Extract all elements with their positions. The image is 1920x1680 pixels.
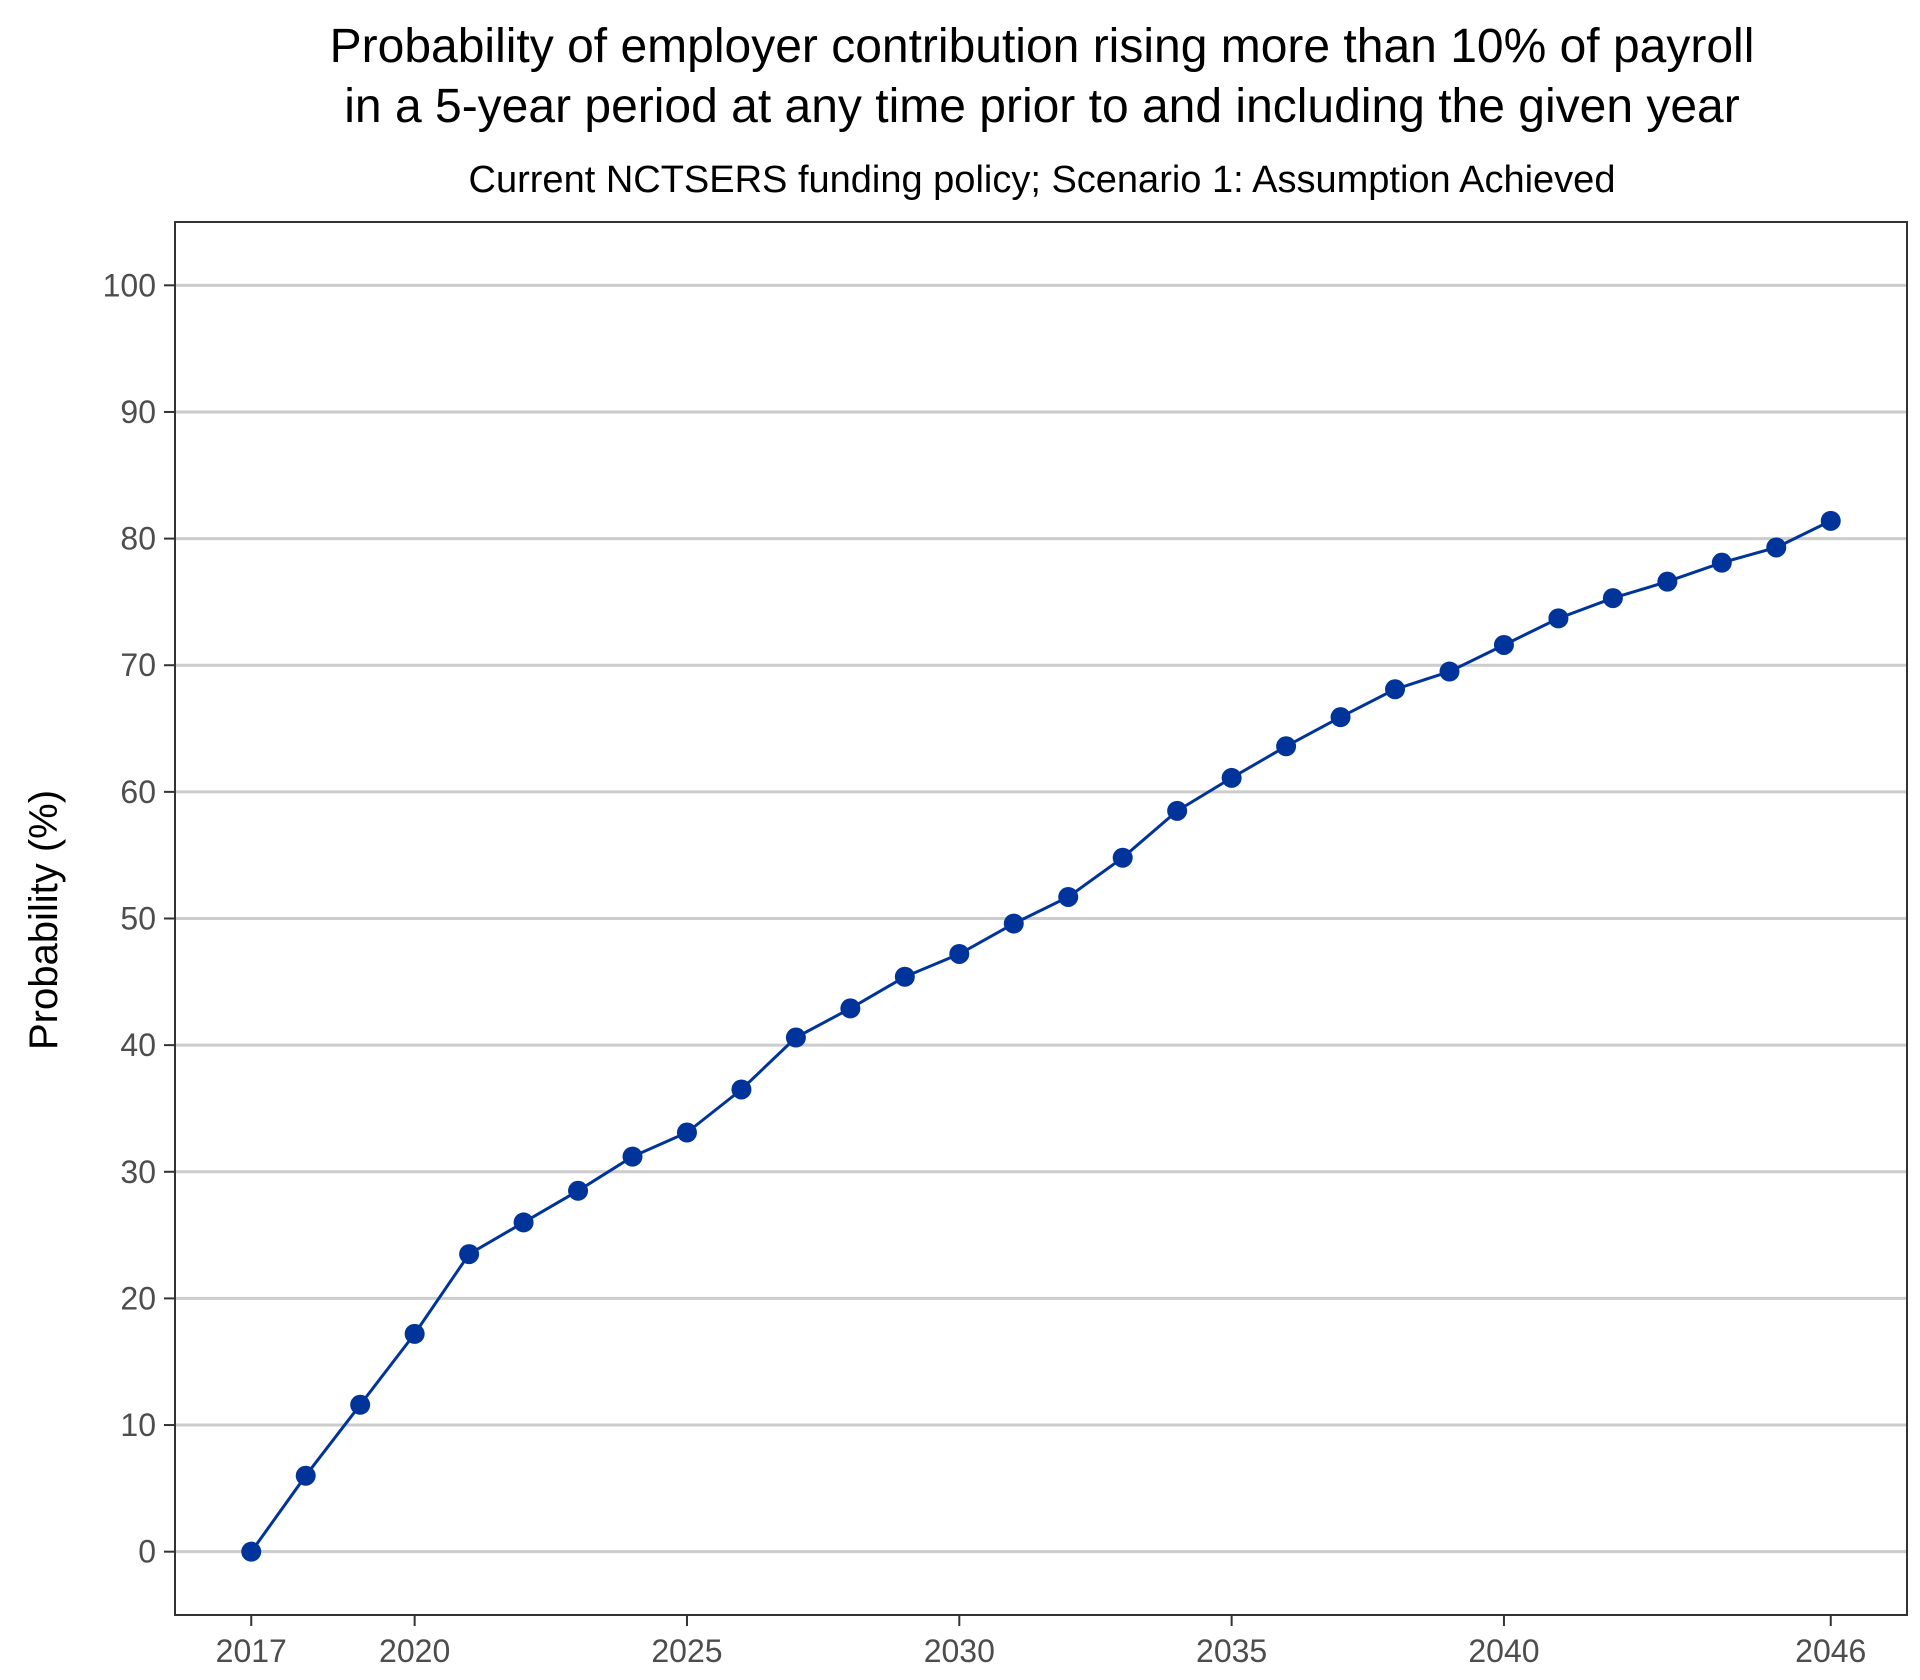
x-tick-labels: 2017 2020 2025 2030 2035 2040 2046 xyxy=(216,1633,1867,1669)
data-point xyxy=(622,1146,643,1167)
y-tick-label: 80 xyxy=(120,521,156,557)
data-point xyxy=(404,1323,425,1344)
data-point xyxy=(1221,767,1242,788)
x-tick-label: 2017 xyxy=(216,1633,287,1669)
data-point xyxy=(1167,800,1188,821)
x-tick-label: 2040 xyxy=(1468,1633,1539,1669)
series-line-path xyxy=(250,519,1832,1553)
y-tick-label: 50 xyxy=(120,901,156,937)
data-point xyxy=(1711,552,1732,573)
grid-lines xyxy=(164,283,1907,1626)
y-axis-title: Probability (%) xyxy=(22,790,66,1050)
data-point xyxy=(949,943,970,964)
chart-subtitle: Current NCTSERS funding policy; Scenario… xyxy=(469,159,1616,201)
y-tick-label: 40 xyxy=(120,1027,156,1063)
y-tick-label: 20 xyxy=(120,1280,156,1316)
y-tick-label: 0 xyxy=(138,1534,156,1570)
x-tick-label: 2030 xyxy=(924,1633,995,1669)
data-point xyxy=(840,998,861,1019)
data-point xyxy=(350,1394,371,1415)
data-point xyxy=(1276,736,1297,757)
data-point xyxy=(1385,679,1406,700)
x-tick-label: 2020 xyxy=(379,1633,450,1669)
y-tick-label: 10 xyxy=(120,1407,156,1443)
data-point xyxy=(1112,847,1133,868)
data-point xyxy=(1058,886,1079,907)
x-tick-label: 2035 xyxy=(1196,1633,1267,1669)
data-point xyxy=(1820,510,1841,531)
data-point xyxy=(785,1027,806,1048)
x-tick-label: 2025 xyxy=(651,1633,722,1669)
data-point xyxy=(1003,913,1024,934)
data-point xyxy=(1766,537,1787,558)
data-point xyxy=(1657,571,1678,592)
y-tick-label: 70 xyxy=(120,647,156,683)
plot-frame xyxy=(174,221,1908,1616)
data-point xyxy=(513,1212,534,1233)
data-point xyxy=(731,1079,752,1100)
y-tick-label: 90 xyxy=(120,394,156,430)
data-point xyxy=(459,1244,480,1265)
data-point xyxy=(568,1180,589,1201)
data-point xyxy=(1439,661,1460,682)
chart-title-line-1: Probability of employer contribution ris… xyxy=(330,20,1755,73)
chart-title-line-2: in a 5-year period at any time prior to … xyxy=(344,80,1739,133)
y-tick-label: 30 xyxy=(120,1154,156,1190)
x-tick-label: 2046 xyxy=(1795,1633,1866,1669)
y-tick-labels: 0 10 20 30 40 50 60 70 80 90 100 xyxy=(103,267,156,1569)
data-point xyxy=(676,1122,697,1143)
data-point xyxy=(1330,707,1351,728)
data-point xyxy=(1493,634,1514,655)
data-point xyxy=(1548,608,1569,629)
data-point xyxy=(1602,588,1623,609)
y-tick-label: 60 xyxy=(120,774,156,810)
data-point xyxy=(894,966,915,987)
data-point xyxy=(295,1465,316,1486)
data-point xyxy=(241,1541,262,1562)
series-line xyxy=(241,510,1841,1562)
y-tick-label: 100 xyxy=(103,267,156,303)
